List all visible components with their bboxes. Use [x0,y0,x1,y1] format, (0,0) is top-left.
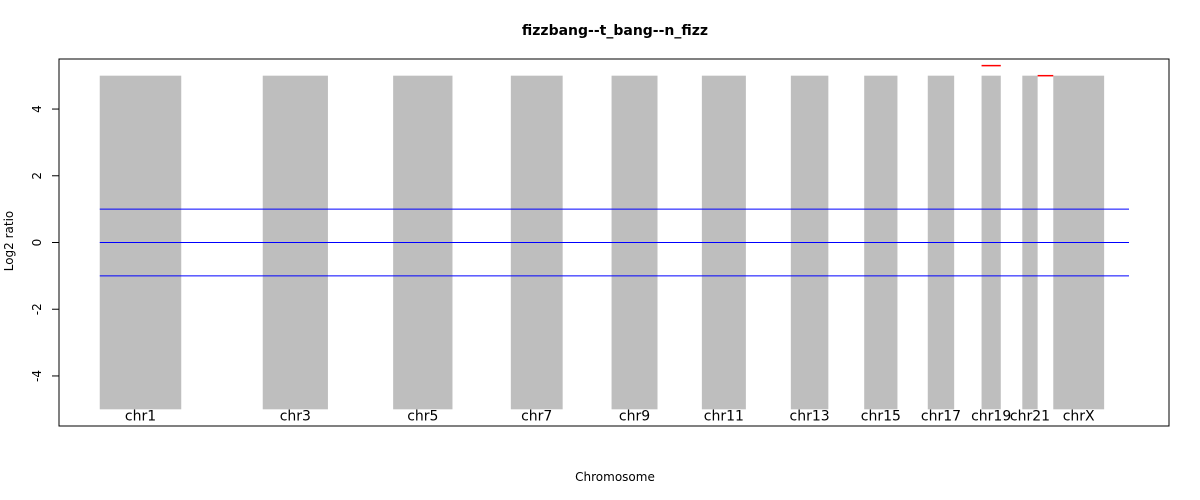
chromosome-label-chr19: chr19 [971,408,1011,424]
y-tick-label: 0 [30,239,44,247]
chromosome-label-chr15: chr15 [861,408,901,424]
chromosome-label-chr5: chr5 [407,408,438,424]
chromosome-labels: chr1 chr3 chr5 chr7 chr9 chr11 chr13 chr15 chr17… [125,408,1095,424]
y-tick-label: 2 [30,172,44,180]
y-axis: -4 -2 0 2 4 [30,105,59,382]
chromosome-label-chr3: chr3 [280,408,311,424]
chromosome-label-chrX: chrX [1063,408,1095,424]
chart-title: fizzbang--t_bang--n_fizz [522,23,708,39]
chromosome-label-chr17: chr17 [921,408,961,424]
copy-number-segments [981,64,1054,77]
x-axis-label: Chromosome [575,470,655,484]
y-tick-label: -4 [30,370,44,382]
y-tick-label: -2 [30,303,44,315]
chromosome-label-chr1: chr1 [125,408,156,424]
chromosome-label-chr9: chr9 [619,408,650,424]
chromosome-label-chr11: chr11 [704,408,744,424]
chromosome-label-chr7: chr7 [521,408,552,424]
y-axis-label: Log2 ratio [2,211,16,272]
y-tick-label: 4 [30,105,44,113]
chromosome-label-chr21: chr21 [1010,408,1050,424]
chromosome-label-chr13: chr13 [790,408,830,424]
reference-lines [99,208,1129,277]
